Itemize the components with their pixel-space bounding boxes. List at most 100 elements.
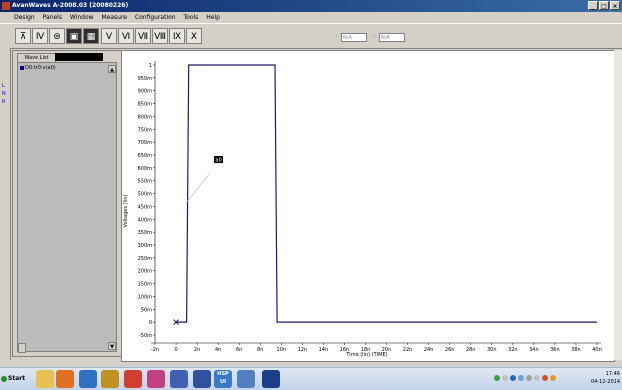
menu-configuration[interactable]: Configuration xyxy=(134,14,176,21)
taskbar-app-hspui-icon[interactable]: HSP UI xyxy=(214,370,232,388)
menu-panels[interactable]: Panels xyxy=(42,14,62,21)
y-tick-label: 750m xyxy=(138,127,153,133)
tray-icon-4[interactable] xyxy=(518,375,524,381)
scroll-down-button[interactable]: ▼ xyxy=(108,342,116,350)
wave-list-panel: Wave List D0:tr0:v(a0) ▲ ▼ xyxy=(12,50,122,357)
x-tick-label: 8n xyxy=(257,347,263,353)
toolbar-button-8[interactable]: Ⅶ xyxy=(135,28,151,44)
toolbar-button-1[interactable]: ⊼ xyxy=(15,28,31,44)
dock-label-2[interactable]: N xyxy=(2,91,6,97)
x-tick-label: -2n xyxy=(151,347,159,353)
print-button[interactable]: ⊜ xyxy=(49,28,65,44)
y-tick-label: 150m xyxy=(138,282,153,288)
toolbar: ⊼ Ⅳ ⊜ ▣ ▦ Ⅴ Ⅵ Ⅶ Ⅷ Ⅸ Ⅹ ‹ N/A ‹ N/A xyxy=(0,23,622,49)
toolbar-button-10[interactable]: Ⅸ xyxy=(169,28,185,44)
y-tick-label: 650m xyxy=(138,153,153,159)
menu-tools[interactable]: Tools xyxy=(183,14,199,21)
taskbar-app-monitor-icon[interactable] xyxy=(170,370,188,388)
wave-listbox[interactable]: D0:tr0:v(a0) ▲ ▼ xyxy=(17,62,117,353)
marker-label-box[interactable] xyxy=(214,156,223,163)
y-tick-label: 550m xyxy=(138,179,153,185)
taskbar-app-media-icon[interactable] xyxy=(56,370,74,388)
x-tick-label: 0 xyxy=(174,347,177,353)
minimize-button[interactable]: _ xyxy=(588,1,598,10)
wave-color-icon xyxy=(20,66,24,70)
taskbar-app-chrome-icon[interactable] xyxy=(124,370,142,388)
y-tick-label: -50m xyxy=(139,333,152,339)
menu-design[interactable]: Design xyxy=(14,14,35,21)
x-tick-label: 30n xyxy=(487,347,497,353)
tray-icon-3[interactable] xyxy=(510,375,516,381)
tray-icon-7[interactable] xyxy=(542,375,548,381)
y-tick-label: 350m xyxy=(138,230,153,236)
menu-bar: Design Panels Window Measure Configurati… xyxy=(0,12,622,23)
x-tick-label: 16n xyxy=(340,347,350,353)
taskbar-app-network-icon[interactable] xyxy=(79,370,97,388)
tray-icon-1[interactable] xyxy=(494,375,500,381)
tab-strip-fill xyxy=(55,53,103,61)
y-tick-label: 1 xyxy=(149,63,152,69)
x-tick-label: 38n xyxy=(571,347,581,353)
x-tick-label: 24n xyxy=(424,347,434,353)
tray-icon-6[interactable] xyxy=(534,375,540,381)
x-tick-label: 40n xyxy=(592,347,602,353)
wave-list-item[interactable]: D0:tr0:v(a0) xyxy=(20,65,56,71)
clock-time: 17:46 xyxy=(605,371,620,377)
x-tick-label: 28n xyxy=(466,347,476,353)
close-button[interactable]: × xyxy=(610,1,620,10)
taskbar-app-photo-icon[interactable] xyxy=(147,370,165,388)
start-button[interactable]: Start xyxy=(1,371,27,387)
menu-window[interactable]: Window xyxy=(69,14,94,21)
x-tick-label: 34n xyxy=(529,347,539,353)
tray-icon-2[interactable] xyxy=(502,375,508,381)
y-tick-label: 800m xyxy=(138,114,153,120)
taskbar-app-document-icon[interactable] xyxy=(193,370,211,388)
marker-leader-line xyxy=(185,172,211,204)
dock-label-3[interactable]: R xyxy=(2,99,6,105)
taskbar-app-avanwaves-icon[interactable] xyxy=(262,370,280,388)
measure-field-1[interactable]: N/A xyxy=(341,33,367,42)
y-tick-label: 400m xyxy=(138,217,153,223)
measure-field-2[interactable]: N/A xyxy=(379,33,405,42)
toolbar-button-4[interactable]: ▣ xyxy=(66,28,82,44)
taskbar-app-files-icon[interactable] xyxy=(101,370,119,388)
x-tick-label: 26n xyxy=(445,347,455,353)
start-label: Start xyxy=(8,375,26,382)
taskbar-app-folder-icon[interactable] xyxy=(36,370,54,388)
toolbar-button-2[interactable]: Ⅳ xyxy=(32,28,48,44)
x-tick-label: 18n xyxy=(361,347,371,353)
x-tick-label: 2n xyxy=(194,347,200,353)
taskbar-app-app2-icon[interactable] xyxy=(237,370,255,388)
y-tick-label: 500m xyxy=(138,192,153,198)
x-tick-label: 14n xyxy=(319,347,329,353)
app-icon xyxy=(2,2,10,10)
toolbar-button-9[interactable]: Ⅷ xyxy=(152,28,168,44)
hscroll-thumb[interactable] xyxy=(18,343,26,353)
tray-icon-8[interactable] xyxy=(550,375,556,381)
dock-label-1[interactable]: L xyxy=(2,83,5,89)
maximize-button[interactable]: □ xyxy=(599,1,609,10)
y-tick-label: 300m xyxy=(138,243,153,249)
title-bar: AvanWaves A-2008.03 (20080226) _ □ × xyxy=(0,0,622,12)
plot-vertical-scrollbar[interactable] xyxy=(614,50,622,360)
marker-label: a0 xyxy=(216,158,222,164)
x-tick-label: 4n xyxy=(215,347,221,353)
clock[interactable]: 17:46 04-12-2014 xyxy=(591,370,620,388)
y-tick-label: 700m xyxy=(138,140,153,146)
x-tick-label: 10n xyxy=(277,347,287,353)
toolbar-button-6[interactable]: Ⅴ xyxy=(101,28,117,44)
toolbar-button-7[interactable]: Ⅵ xyxy=(118,28,134,44)
toolbar-button-5[interactable]: ▦ xyxy=(83,28,99,44)
tray-icon-5[interactable] xyxy=(526,375,532,381)
wave-list-tab[interactable]: Wave List xyxy=(17,53,56,62)
y-tick-label: 450m xyxy=(138,204,153,210)
menu-help[interactable]: Help xyxy=(206,14,220,21)
system-tray-icons xyxy=(494,375,556,381)
toolbar-button-11[interactable]: Ⅹ xyxy=(186,28,202,44)
y-tick-label: 200m xyxy=(138,269,153,275)
menu-measure[interactable]: Measure xyxy=(101,14,127,21)
x-tick-label: 12n xyxy=(298,347,308,353)
scroll-up-button[interactable]: ▲ xyxy=(108,65,116,73)
wave-list-item-label: D0:tr0:v(a0) xyxy=(25,65,56,71)
waveform-plot[interactable]: 1 950m 900m 850m 800m 750m 700m 650m 600m 550m 500… xyxy=(121,50,615,362)
